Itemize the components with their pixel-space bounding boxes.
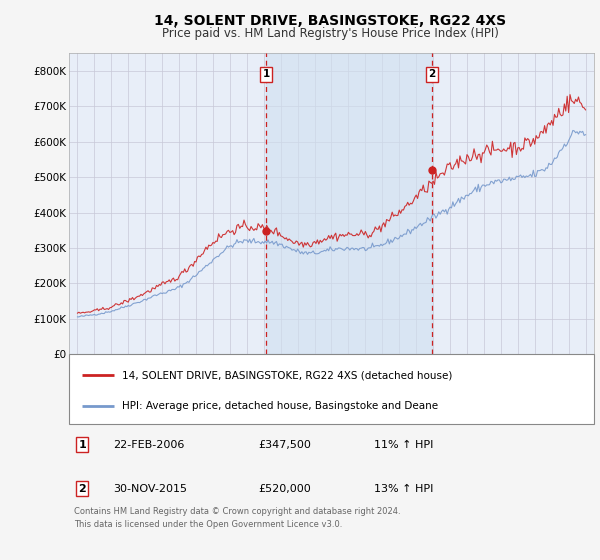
- Text: Price paid vs. HM Land Registry's House Price Index (HPI): Price paid vs. HM Land Registry's House …: [161, 27, 499, 40]
- Text: 13% ↑ HPI: 13% ↑ HPI: [373, 484, 433, 494]
- Text: HPI: Average price, detached house, Basingstoke and Deane: HPI: Average price, detached house, Basi…: [121, 402, 437, 412]
- Text: 1: 1: [78, 440, 86, 450]
- Bar: [266, 53, 432, 354]
- Text: 1: 1: [262, 69, 269, 80]
- Text: 22-FEB-2006: 22-FEB-2006: [113, 440, 185, 450]
- Text: 14, SOLENT DRIVE, BASINGSTOKE, RG22 4XS: 14, SOLENT DRIVE, BASINGSTOKE, RG22 4XS: [154, 14, 506, 28]
- Text: 30-NOV-2015: 30-NOV-2015: [113, 484, 188, 494]
- FancyBboxPatch shape: [69, 354, 594, 424]
- Text: 2: 2: [78, 484, 86, 494]
- Text: Contains HM Land Registry data © Crown copyright and database right 2024.
This d: Contains HM Land Registry data © Crown c…: [74, 507, 401, 529]
- Text: £520,000: £520,000: [258, 484, 311, 494]
- Text: 14, SOLENT DRIVE, BASINGSTOKE, RG22 4XS (detached house): 14, SOLENT DRIVE, BASINGSTOKE, RG22 4XS …: [121, 370, 452, 380]
- Text: 2: 2: [428, 69, 436, 80]
- Text: 11% ↑ HPI: 11% ↑ HPI: [373, 440, 433, 450]
- Text: £347,500: £347,500: [258, 440, 311, 450]
